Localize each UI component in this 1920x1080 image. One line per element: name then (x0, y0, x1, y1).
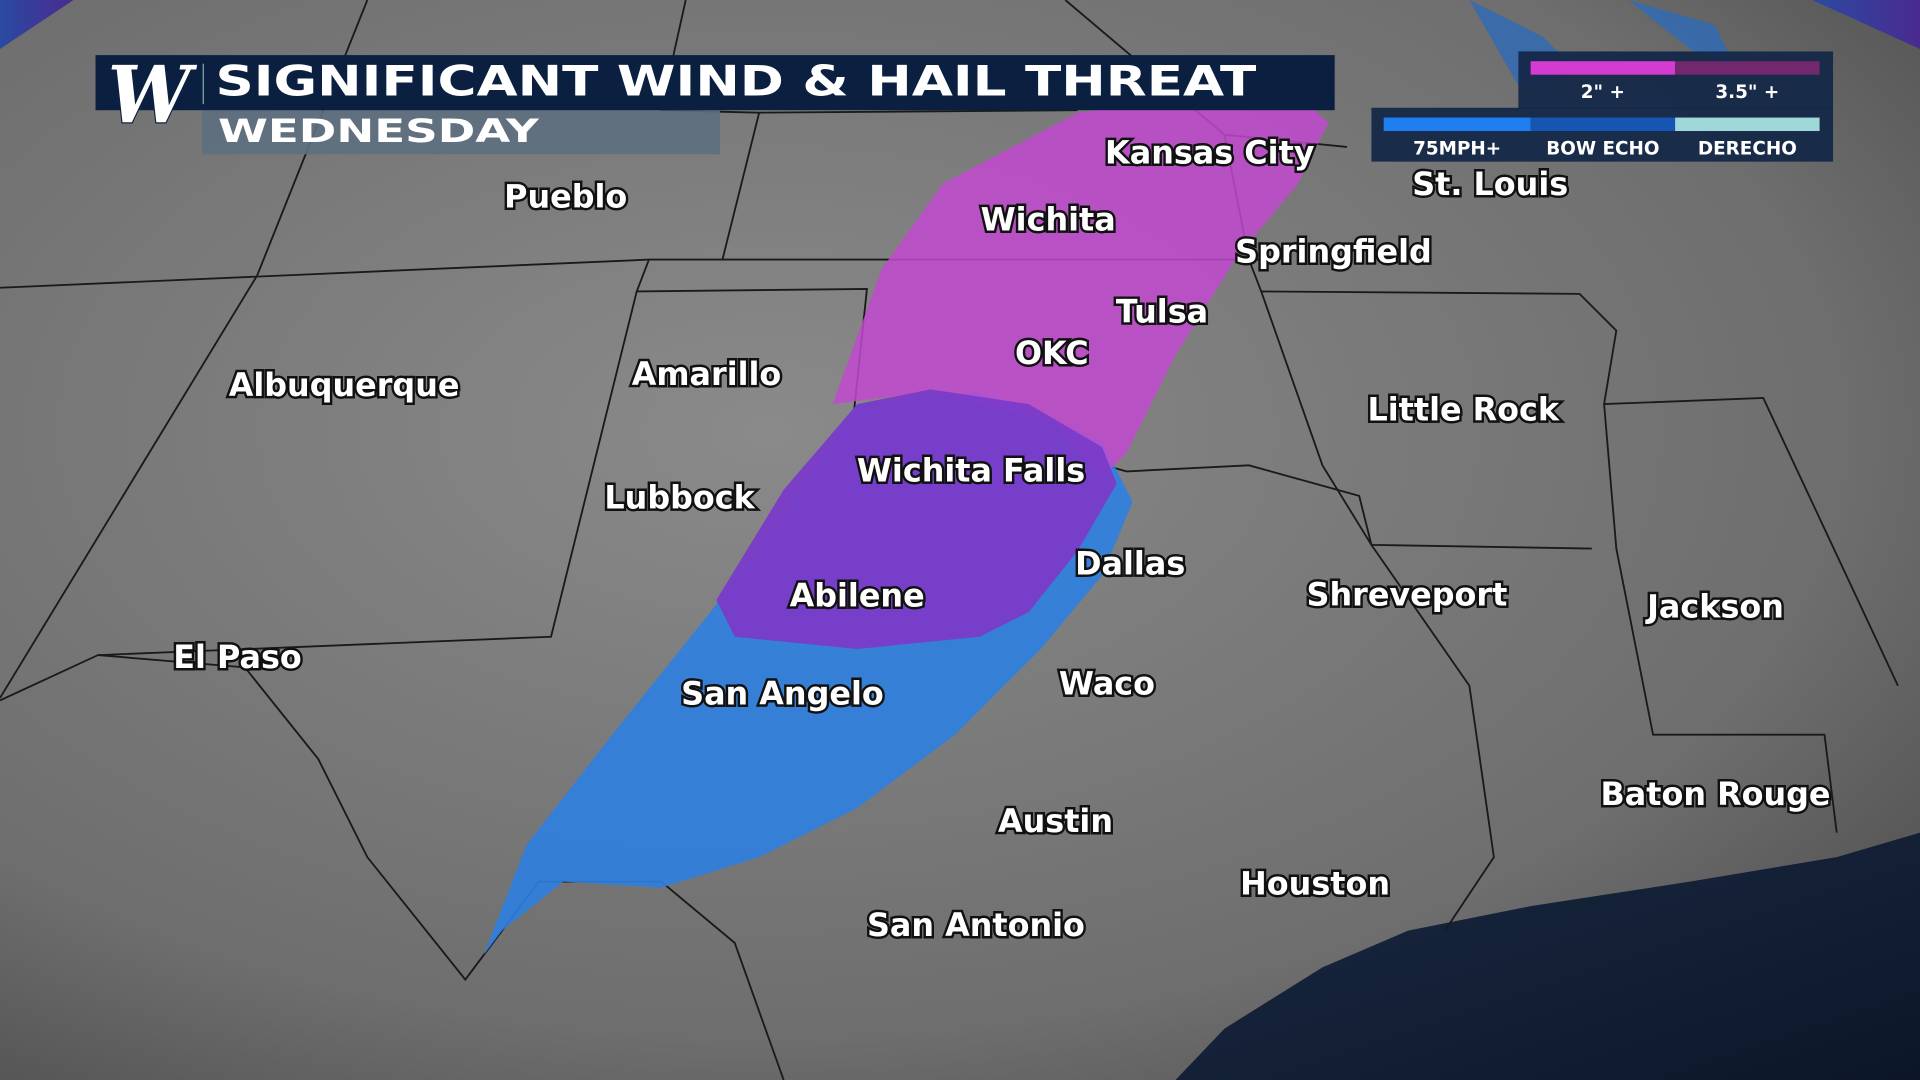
hail-legend-box (1518, 51, 1834, 109)
city-label: San Antonio (867, 906, 1085, 944)
title-bar (95, 55, 1335, 111)
derecho-swatch (1675, 117, 1820, 132)
city-label: Shreveport (1307, 575, 1508, 613)
hail-3-5in-label: 3.5" + (1715, 82, 1779, 103)
city-label: St. Louis (1412, 165, 1568, 203)
hail-2in-swatch (1530, 61, 1676, 75)
wind-75mph-swatch (1383, 117, 1531, 132)
derecho-label: DERECHO (1698, 138, 1797, 159)
page-title: SIGNIFICANT WIND & HAIL THREAT (216, 57, 1258, 106)
city-label: Waco (1059, 665, 1155, 703)
city-label: Houston (1240, 864, 1390, 902)
city-labels: Kansas City St. Louis Wichita Springfiel… (171, 131, 1833, 947)
city-label: El Paso (173, 638, 302, 676)
wind-legend-box (1371, 107, 1834, 162)
city-label: Austin (998, 802, 1113, 840)
header: W SIGNIFICANT WIND & HAIL THREAT WEDNESD… (95, 48, 1335, 155)
hail-3-5in-swatch (1675, 61, 1820, 75)
threat-areas (483, 85, 1329, 956)
gulf-of-mexico (1175, 832, 1920, 1080)
city-label: Baton Rouge (1601, 775, 1831, 813)
overlap-threat-area (716, 389, 1117, 649)
hail-threat-area (832, 85, 1329, 478)
city-label: Tulsa (1116, 292, 1208, 330)
city-label: Springfield (1235, 232, 1432, 270)
subtitle-bar (202, 110, 720, 155)
city-label: Dallas (1075, 545, 1185, 583)
city-label: Pueblo (504, 177, 627, 215)
city-label: Little Rock (1367, 390, 1559, 428)
city-label: Lubbock (604, 479, 755, 517)
city-label: San Angelo (681, 675, 884, 713)
hail-2in-label: 2" + (1581, 82, 1625, 103)
city-label: Albuquerque (229, 366, 460, 404)
bow-echo-label: BOW ECHO (1546, 138, 1659, 159)
legend: 2" + 3.5" + 75MPH+ BOW ECHO DERECHO (1371, 51, 1834, 162)
weather-nation-logo: W (108, 49, 198, 141)
page-subtitle: WEDNESDAY (218, 112, 540, 150)
city-label: Amarillo (632, 355, 782, 393)
city-label: Kansas City (1105, 133, 1315, 171)
city-label: Jackson (1645, 588, 1784, 626)
city-label: OKC (1015, 334, 1089, 372)
city-label: Abilene (790, 577, 925, 615)
bow-echo-swatch (1530, 117, 1676, 132)
wind-75mph-label: 75MPH+ (1413, 138, 1501, 159)
city-label: Wichita (981, 201, 1116, 239)
city-label: Wichita Falls (857, 452, 1085, 490)
